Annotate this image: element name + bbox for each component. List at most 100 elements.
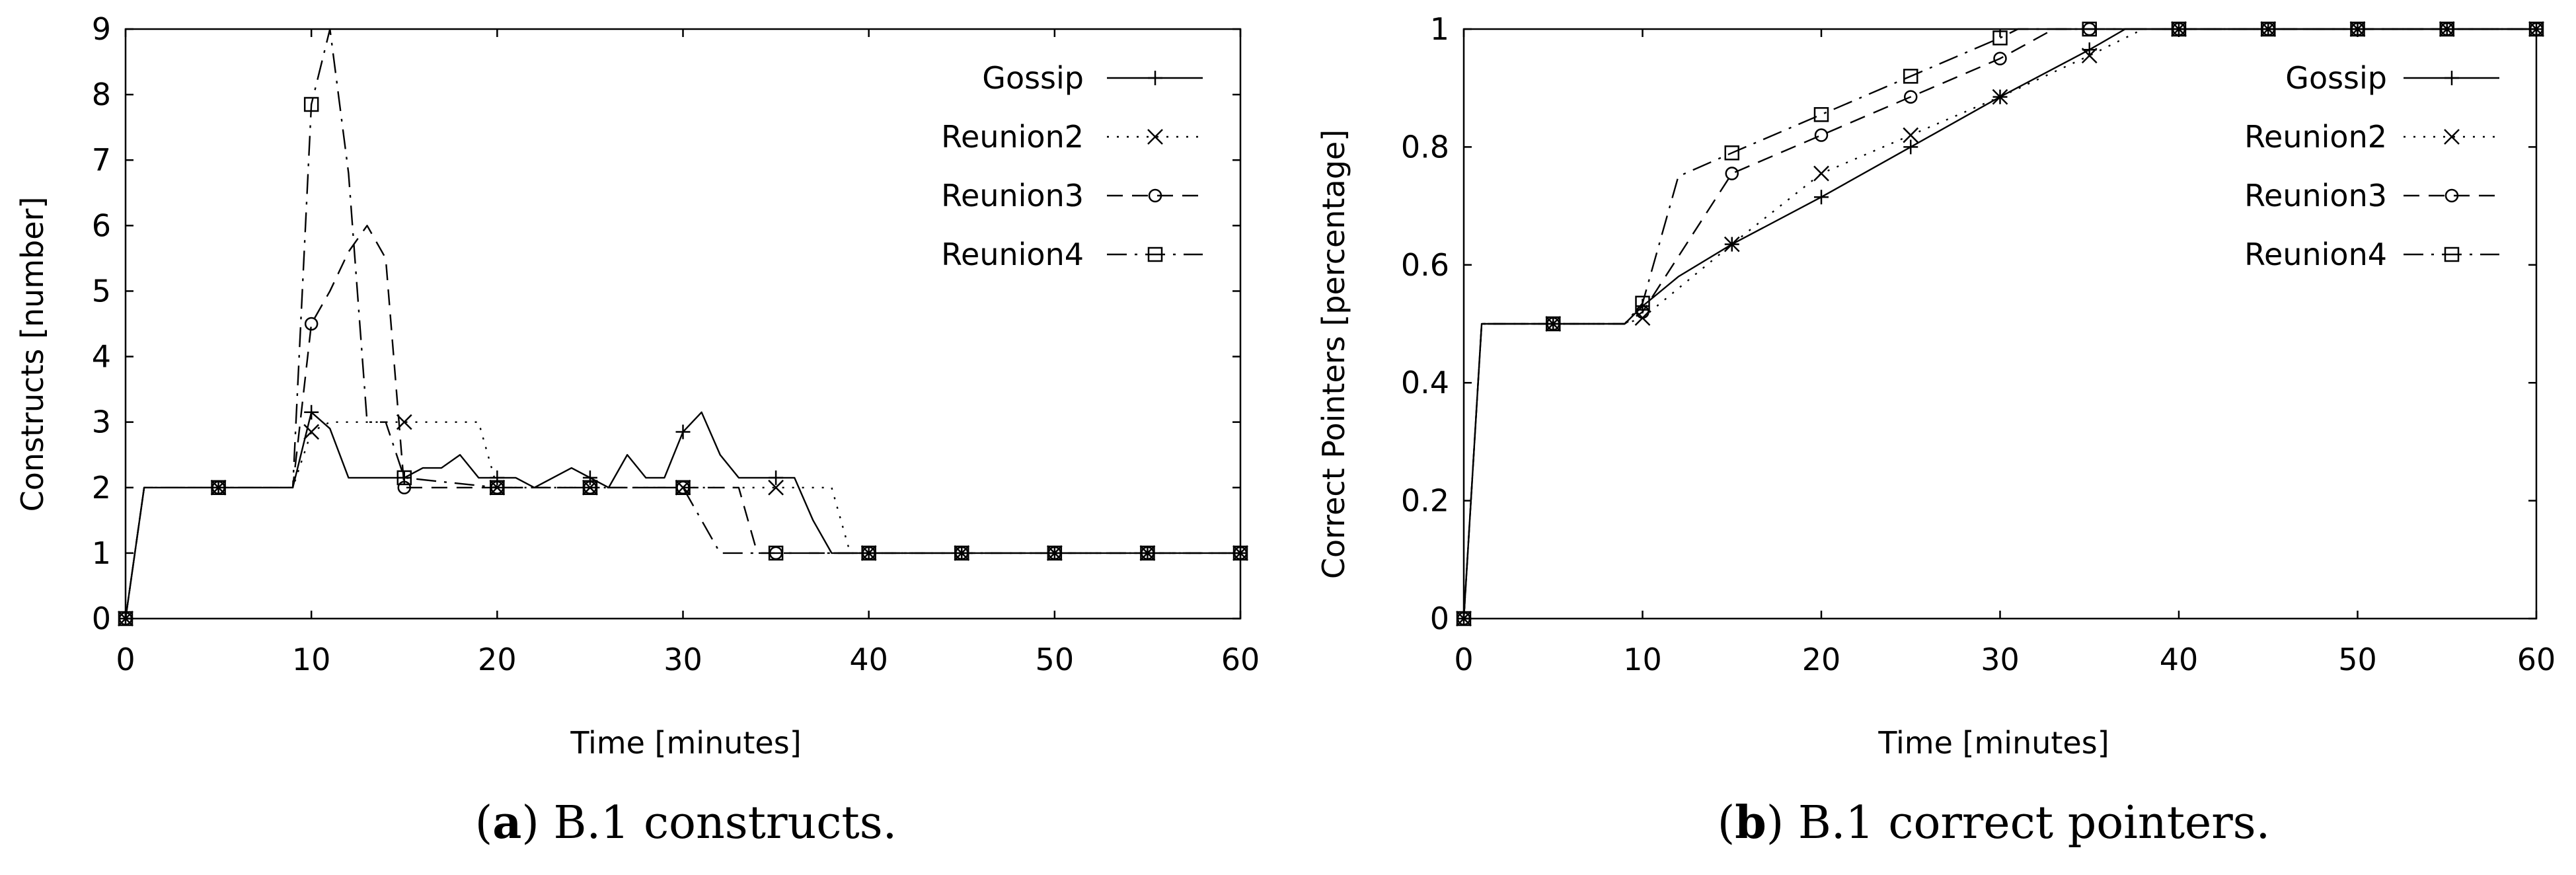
- chart-a-series-reunion4-point: [1232, 545, 1248, 561]
- chart-a-series-reunion2-point: [1046, 545, 1063, 561]
- chart-a-series-reunion4-point: [211, 480, 226, 496]
- chart-b-caption-text: B.1 correct pointers.: [1798, 797, 2270, 849]
- chart-b-series-reunion4-line: [1462, 28, 2536, 619]
- chart-a-series-reunion2-point: [768, 479, 784, 496]
- chart-b-x-tick-label: 40: [2160, 642, 2199, 677]
- chart-b-series-reunion2-point: [1813, 165, 1829, 182]
- chart-b-series-gossip-point: [1814, 190, 1829, 205]
- chart-b-series-reunion4-point: [2171, 21, 2187, 37]
- chart-b-series-reunion2-point: [1992, 89, 2008, 105]
- chart-b-legend-item-reunion2: Reunion2: [2244, 119, 2499, 155]
- chart-a-legend-label: Reunion4: [941, 237, 1084, 272]
- chart-a-legend-marker: [1147, 129, 1163, 145]
- chart-b-x-tick-label: 10: [1623, 642, 1662, 677]
- chart-a-y-tick-label: 0: [92, 601, 111, 636]
- chart-a-series-reunion4-point: [1047, 545, 1063, 561]
- chart-b-series-reunion3-point: [1636, 305, 1649, 319]
- chart-a-legend-item-gossip: Gossip: [982, 60, 1203, 96]
- chart-b-legend-marker: [2444, 247, 2460, 262]
- chart-a-series-reunion4-point: [490, 480, 505, 496]
- chart-b-series-reunion3-point: [1725, 167, 1739, 180]
- chart-a-x-tick-label: 60: [1221, 642, 1260, 677]
- chart-b-series-reunion4-point: [2439, 21, 2454, 37]
- chart-a-y-tick-label: 2: [92, 470, 111, 506]
- chart-b-y-tick-label: 0.2: [1401, 483, 1449, 519]
- chart-b-x-tick-label: 30: [1981, 642, 2020, 677]
- chart-b-legend-label: Reunion3: [2244, 178, 2387, 213]
- chart-a-series-gossip-point: [397, 470, 412, 485]
- chart-a-legend-marker: [1147, 247, 1163, 262]
- chart-a-series-gossip-point: [675, 424, 691, 439]
- chart-a-caption-letter: a: [492, 796, 521, 849]
- chart-b-x-tick-label: 60: [2517, 642, 2556, 677]
- chart-a-series-reunion4-point: [303, 96, 319, 112]
- chart-a-y-tick-label: 6: [92, 208, 111, 243]
- chart-b-series-reunion3-point: [1814, 128, 1829, 142]
- chart-a-series-reunion4-line: [124, 28, 1240, 619]
- chart-a-legend-marker: [1148, 71, 1162, 85]
- chart-a-series-reunion4-point: [861, 545, 876, 561]
- chart-a-series-reunion4-point: [582, 480, 598, 496]
- chart-a-caption: (a) B.1 constructs.: [475, 796, 897, 849]
- chart-b-legend-label: Reunion2: [2244, 119, 2387, 155]
- chart-a-legend-item-reunion3: Reunion3: [941, 178, 1203, 213]
- chart-panel-b: 0 10 20 30 40 50 60 0 0.2 0.4 0.6 0.8 1 Gossip Reunion…: [1316, 11, 2556, 849]
- chart-b-series-reunion4-point: [1546, 316, 1561, 332]
- chart-a-x-axis-label: Time [minutes]: [570, 725, 801, 761]
- chart-a-plot-area: 0 10 20 30 40 50 60 0 1 2 3 4 5 6 7 8 9 Gossip Reunion2 Reu…: [92, 11, 1260, 677]
- chart-a-legend-marker: [1148, 188, 1162, 203]
- chart-a-y-tick-label: 3: [92, 404, 111, 440]
- chart-b-series-reunion3-point: [1993, 52, 2007, 65]
- chart-b-y-tick-label: 0.6: [1401, 247, 1449, 283]
- chart-b-y-axis-label: Correct Pointers [percentage]: [1316, 130, 1351, 579]
- chart-b-legend-label: Reunion4: [2244, 237, 2387, 272]
- chart-a-y-axis-label: Constructs [number]: [15, 197, 50, 512]
- chart-a-series-gossip-point: [304, 404, 319, 420]
- chart-a-series-gossip-point: [769, 470, 784, 485]
- chart-a-y-tick-label: 8: [92, 77, 111, 112]
- chart-b-series-reunion4-point: [1635, 295, 1650, 311]
- chart-a-x-tick-label: 10: [292, 642, 331, 677]
- chart-b-x-tick-label: 20: [1802, 642, 1841, 677]
- chart-a-series-reunion4-point: [768, 545, 784, 561]
- chart-b-series-reunion4-point: [2082, 21, 2097, 37]
- chart-a-legend-item-reunion2: Reunion2: [941, 119, 1203, 155]
- chart-b-legend-marker: [2444, 188, 2459, 203]
- chart-b-y-tick-label: 0.8: [1401, 129, 1449, 165]
- chart-a-series-reunion4-point: [118, 611, 133, 627]
- chart-a-series-reunion2-line: [124, 421, 1240, 619]
- chart-b-legend-label: Gossip: [2285, 60, 2387, 96]
- chart-a-legend-label: Reunion2: [941, 119, 1084, 155]
- chart-a-plot-frame: [124, 28, 1242, 620]
- chart-b-series-reunion2-point: [2081, 48, 2098, 64]
- chart-b-series-reunion2-point: [1903, 127, 1919, 143]
- chart-b-x-axis-label: Time [minutes]: [1877, 725, 2109, 761]
- chart-a-x-tick-label: 0: [116, 642, 135, 677]
- chart-b-caption-letter: b: [1735, 796, 1766, 849]
- chart-b-legend-marker: [2444, 129, 2460, 145]
- chart-b-series-reunion4: [1456, 21, 2544, 627]
- chart-a-x-tick-label: 40: [849, 642, 888, 677]
- chart-a-series-reunion4-point: [675, 480, 691, 496]
- chart-b-legend-marker: [2444, 71, 2459, 85]
- chart-a-series-reunion4-point: [954, 545, 969, 561]
- chart-panel-a: 0 10 20 30 40 50 60 0 1 2 3 4 5 6 7 8 9 Gossip Reunion2 Reu…: [15, 11, 1260, 849]
- chart-a-series-reunion2-point: [303, 424, 320, 440]
- chart-b-series-reunion4-point: [2528, 21, 2544, 37]
- chart-a-series-reunion4-point: [397, 470, 412, 486]
- chart-a-series-gossip-point: [582, 470, 597, 485]
- chart-a-legend-label: Reunion3: [941, 178, 1084, 213]
- chart-a-y-tick-label: 9: [92, 11, 111, 47]
- chart-a-y-tick-label: 1: [92, 535, 111, 571]
- chart-a-series-reunion3-line: [124, 225, 1240, 619]
- chart-b-series-reunion4-point: [1724, 145, 1739, 161]
- chart-b-legend-item-reunion4: Reunion4: [2244, 237, 2499, 272]
- chart-a-series-reunion3-point: [397, 480, 411, 495]
- chart-a-series-reunion4: [118, 28, 1248, 627]
- chart-a-series-gossip-point: [490, 470, 505, 485]
- chart-a-x-tick-label: 30: [663, 642, 702, 677]
- chart-b-y-tick-label: 1: [1430, 11, 1449, 47]
- chart-a-caption-text: B.1 constructs.: [554, 797, 897, 849]
